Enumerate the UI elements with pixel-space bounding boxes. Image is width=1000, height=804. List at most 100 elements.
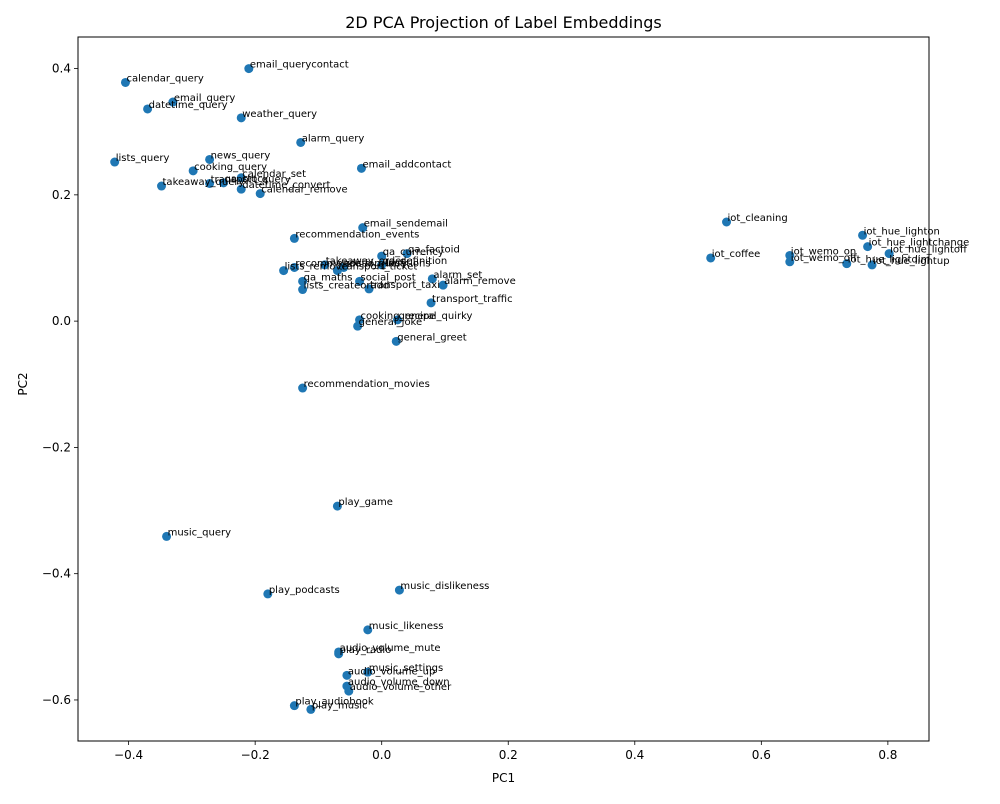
data-point-datetime-query	[143, 104, 153, 114]
chart-title: 2D PCA Projection of Label Embeddings	[345, 13, 661, 32]
data-point-takeaway-query	[157, 181, 167, 191]
data-point-iot-hue-lightoff	[884, 249, 894, 259]
point-label-qa-maths: qa_maths	[304, 272, 353, 283]
data-point-iot-hue-lightchange	[863, 242, 873, 252]
x-tick-label: 0.8	[878, 748, 897, 762]
point-label-iot-cleaning: iot_cleaning	[728, 213, 788, 224]
point-label-qa-factoid: qa_factoid	[408, 245, 460, 256]
data-point-recommendation-events	[289, 233, 299, 243]
x-tick-label: 0.4	[625, 748, 644, 762]
data-point-transport-ticket	[332, 266, 342, 276]
point-label-calendar-set: calendar_set	[242, 169, 306, 180]
point-label-transport-query: transport_query	[211, 174, 291, 185]
x-tick-label: 0.2	[499, 748, 518, 762]
data-point-play-audiobook	[289, 701, 299, 711]
point-label-music-likeness: music_likeness	[369, 621, 444, 632]
data-point-iot-wemo-off	[785, 257, 795, 267]
data-point-email-query	[168, 97, 178, 107]
data-point-recommendation-movies	[298, 383, 308, 393]
x-tick-label: 0.0	[372, 748, 391, 762]
data-point-general-greet	[391, 336, 401, 346]
point-label-email-addcontact: email_addcontact	[362, 159, 451, 170]
point-label-recommendation-movies: recommendation_movies	[304, 379, 430, 390]
point-label-takeaway-query: takeaway_query	[163, 177, 245, 188]
y-axis-label: PC2	[16, 372, 30, 395]
data-point-social-post	[355, 276, 365, 286]
point-label-transport-ticket: transport_ticket	[338, 262, 417, 273]
data-point-general-joke	[353, 321, 363, 331]
point-label-general-greet: general_greet	[397, 332, 467, 343]
point-label-iot-wemo-off: iot_wemo_off	[791, 253, 858, 264]
point-label-takeaway-order: takeaway_order	[326, 256, 407, 267]
point-label-recommendation-events: recommendation_events	[295, 229, 419, 240]
data-point-news-query	[205, 154, 215, 164]
data-point-lists-createoradd	[298, 285, 308, 295]
point-label-email-querycontact: email_querycontact	[250, 60, 349, 71]
y-tick-label: 0.2	[52, 188, 71, 202]
point-label-iot-wemo-on: iot_wemo_on	[791, 246, 856, 257]
point-label-audio-volume-down: audio_volume_down	[348, 677, 450, 688]
data-point-music-query	[162, 531, 172, 541]
y-tick-label: 0.0	[52, 314, 71, 328]
data-point-email-sendemail	[358, 223, 368, 233]
point-label-music-settings: music_settings	[369, 663, 443, 674]
data-point-audio-volume-other	[344, 686, 354, 696]
point-label-cooking-query: cooking_query	[194, 162, 267, 173]
data-point-weather-query	[236, 113, 246, 123]
point-label-iot-hue-lighton: iot_hue_lighton	[864, 226, 940, 237]
point-label-music-dislikeness: music_dislikeness	[400, 581, 489, 592]
axis-ticks: −0.4 −0.2 0.0 0.2 0.4 0.6 0.8 −0.6 −0.4 −0.2 0.0 0.…	[42, 62, 898, 762]
point-label-email-query: email_query	[174, 93, 236, 104]
data-point-iot-wemo-on	[785, 250, 795, 260]
point-label-cooking-recipe: cooking_recipe	[361, 311, 436, 322]
point-label-music-query: music_query	[168, 527, 232, 538]
point-label-play-podcasts: play_podcasts	[269, 585, 340, 596]
x-tick-label: 0.6	[752, 748, 771, 762]
point-label-transport-traffic: transport_traffic	[432, 294, 513, 305]
point-label-calendar-query: calendar_query	[126, 73, 203, 84]
point-label-calendar-remove: calendar_remove	[261, 185, 347, 196]
point-label-datetime-convert: datetime_convert	[242, 180, 330, 191]
point-label-lists-remove: lists_remove	[285, 262, 348, 273]
point-label-qa-stock: qa_stock	[225, 174, 269, 185]
data-point-play-music	[306, 704, 316, 714]
y-tick-label: −0.6	[42, 693, 71, 707]
point-label-alarm-set: alarm_set	[433, 270, 482, 281]
data-point-qa-factoid	[402, 249, 412, 259]
data-point-play-game	[332, 501, 342, 511]
data-point-recommendation-locations	[289, 262, 299, 272]
data-point-iot-cleaning	[722, 217, 732, 227]
data-point-iot-hue-lightup	[867, 260, 877, 270]
y-tick-label: 0.4	[52, 62, 71, 76]
data-point-play-radio	[334, 649, 344, 659]
point-label-news-query: news_query	[211, 150, 271, 161]
data-point-calendar-query	[120, 77, 130, 87]
point-label-audio-volume-mute: audio_volume_mute	[340, 643, 441, 654]
data-point-qa-definition	[377, 260, 387, 270]
data-point-qa-stock	[219, 178, 229, 188]
data-point-transport-taxi	[364, 284, 374, 294]
point-label-audio-volume-up: audio_volume_up	[348, 666, 435, 677]
point-label-qa-definition: qa_definition	[383, 256, 448, 267]
data-point-iot-hue-lighton	[858, 230, 868, 240]
data-point-music-likeness	[363, 625, 373, 635]
data-point-lists-remove	[279, 266, 289, 276]
point-label-alarm-remove: alarm_remove	[444, 276, 516, 287]
point-label-lists-createoradd: lists_createoradd	[304, 281, 390, 292]
data-point-general-quirky	[393, 315, 403, 325]
data-point-iot-coffee	[706, 253, 716, 263]
point-label-social-post: social_post	[361, 272, 416, 283]
point-label-transport-taxi: transport_taxi	[370, 280, 440, 291]
point-label-datetime-query: datetime_query	[149, 100, 228, 111]
point-label-weather-query: weather_query	[242, 109, 317, 120]
data-point-transport-traffic	[426, 298, 436, 308]
data-point-play-podcasts	[263, 589, 273, 599]
point-label-audio-volume-other: audio_volume_other	[350, 682, 452, 693]
x-axis-label: PC1	[492, 771, 515, 785]
data-point-music-settings	[363, 667, 373, 677]
point-label-play-audiobook: play_audiobook	[295, 697, 373, 708]
data-point-email-addcontact	[356, 163, 366, 173]
point-label-lists-query: lists_query	[116, 153, 170, 164]
point-label-recommendation-locations: recommendation_locations	[295, 258, 430, 269]
